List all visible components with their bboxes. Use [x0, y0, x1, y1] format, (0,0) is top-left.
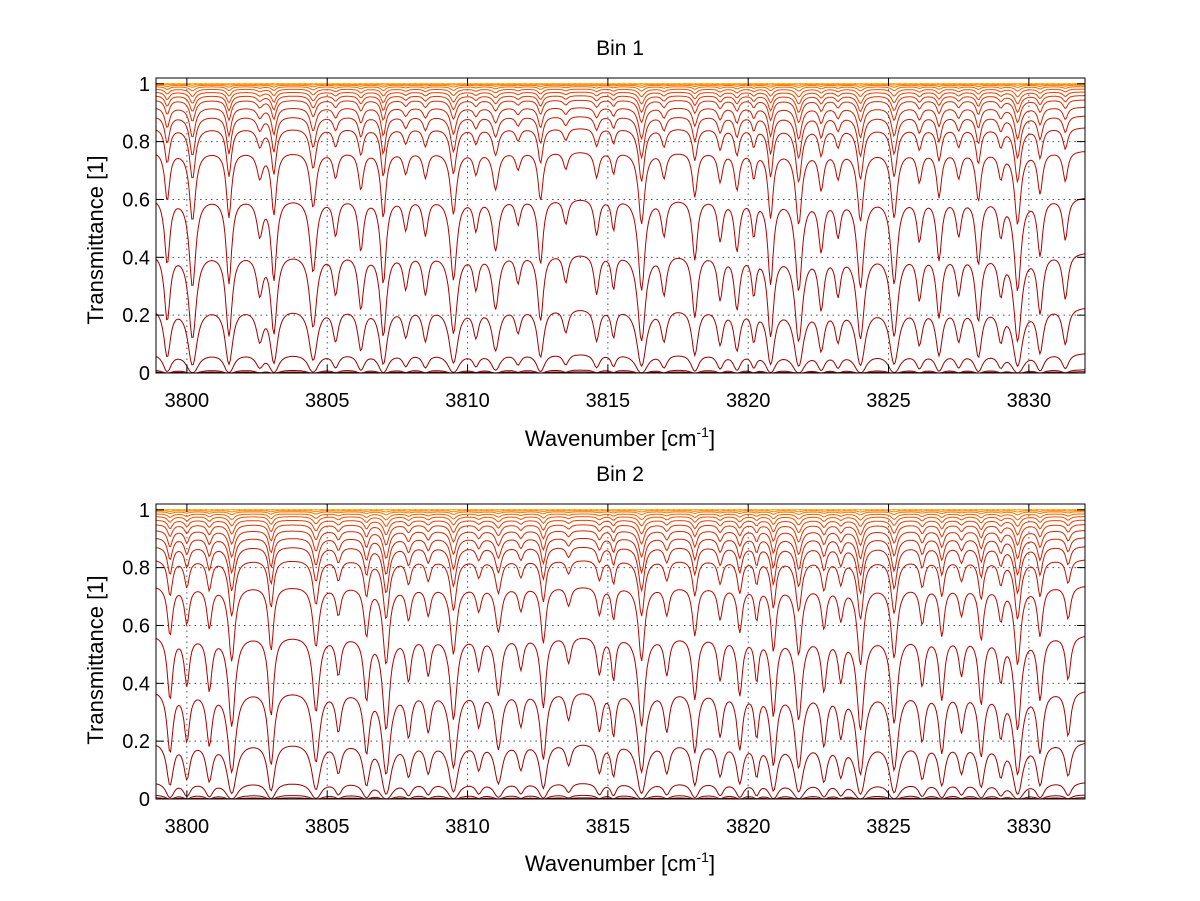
x-tick-label: 3810	[445, 390, 490, 412]
ticks-layer: 3800 3805 3810 3815 3820 3825 3830 0 0.2 0.4 0.6 0.…	[122, 500, 1085, 838]
series-line	[155, 537, 1086, 577]
series-line	[156, 83, 1085, 86]
chart-panel-bin-2: Bin 2 3800 3805 3810 3815 3820 3825 3830 0 0.2 0.…	[83, 463, 1086, 876]
y-tick-label: 0.8	[122, 132, 150, 154]
x-axis-label-main: Wavenumber [cm	[525, 851, 697, 876]
series-line	[155, 106, 1085, 141]
x-tick-label: 3820	[726, 816, 771, 838]
series-line	[155, 253, 1086, 344]
x-axis-label: Wavenumber [cm-1]	[525, 849, 715, 876]
x-tick-label: 3830	[1007, 390, 1052, 412]
series-line	[156, 511, 1085, 516]
series-line	[156, 519, 1085, 536]
x-tick-label: 3810	[445, 816, 490, 838]
x-tick-label: 3825	[866, 390, 911, 412]
series-line	[155, 636, 1086, 731]
y-tick-label: 0.6	[122, 189, 150, 211]
x-axis-label: Wavenumber [cm-1]	[525, 424, 715, 451]
x-axis-label-close: ]	[709, 426, 715, 451]
series-line	[155, 353, 1086, 374]
axes-box	[155, 503, 1086, 800]
series-line	[155, 794, 1086, 800]
y-axis-label: Transmittance [1]	[83, 155, 108, 324]
y-axis-label: Transmittance [1]	[83, 575, 108, 744]
x-tick-label: 3820	[726, 390, 771, 412]
series-line	[155, 151, 1086, 225]
chart-title: Bin 1	[596, 37, 644, 60]
chart-title: Bin 2	[596, 463, 644, 486]
series-line	[156, 510, 1085, 513]
x-tick-label: 3815	[586, 816, 631, 838]
series-line	[155, 99, 1086, 124]
series-line	[155, 546, 1086, 596]
y-tick-label: 0	[139, 363, 150, 385]
x-tick-label: 3830	[1007, 816, 1052, 838]
chart-panel-bin-1: Bin 1 3800 3805 3810 3815 3820 3825 3830 0 0.2 0.…	[83, 37, 1086, 451]
series-line	[155, 198, 1086, 291]
x-tick-label: 3825	[866, 816, 911, 838]
x-axis-label-superscript: -1	[697, 424, 710, 440]
series-line	[155, 91, 1085, 105]
y-tick-label: 0.8	[122, 558, 150, 580]
series-line	[155, 691, 1086, 777]
y-tick-label: 0.6	[122, 615, 150, 637]
x-tick-label: 3815	[586, 390, 631, 412]
y-tick-label: 0.4	[122, 673, 150, 695]
series-line	[155, 516, 1085, 528]
x-tick-label: 3805	[305, 816, 350, 838]
series-line	[155, 530, 1086, 560]
x-axis-label-superscript: -1	[697, 849, 710, 865]
series-line	[155, 513, 1086, 521]
y-tick-label: 0.4	[122, 247, 150, 269]
x-tick-label: 3800	[165, 816, 210, 838]
y-tick-label: 0	[139, 789, 150, 811]
series-line	[155, 84, 1085, 88]
series-line	[155, 586, 1086, 666]
series-line	[155, 95, 1085, 114]
y-tick-label: 1	[139, 74, 150, 96]
x-axis-label-main: Wavenumber [cm	[525, 426, 697, 451]
x-tick-label: 3800	[165, 390, 210, 412]
series-layer	[155, 509, 1086, 800]
x-tick-label: 3805	[305, 390, 350, 412]
series-line	[155, 524, 1086, 547]
series-line	[155, 782, 1086, 800]
series-line	[155, 115, 1085, 160]
x-axis-label-close: ]	[709, 851, 715, 876]
series-line	[156, 86, 1085, 92]
y-tick-label: 0.2	[122, 305, 150, 327]
axes-box	[155, 77, 1086, 374]
y-tick-label: 0.2	[122, 731, 150, 753]
y-tick-label: 1	[139, 500, 150, 522]
series-line	[155, 88, 1085, 98]
ticks-layer: 3800 3805 3810 3815 3820 3825 3830 0 0.2 0.4 0.6 0.…	[122, 74, 1085, 412]
series-line	[155, 127, 1086, 184]
series-line	[155, 559, 1086, 620]
series-layer	[155, 83, 1086, 374]
series-line	[155, 308, 1086, 368]
series-line	[155, 743, 1086, 795]
